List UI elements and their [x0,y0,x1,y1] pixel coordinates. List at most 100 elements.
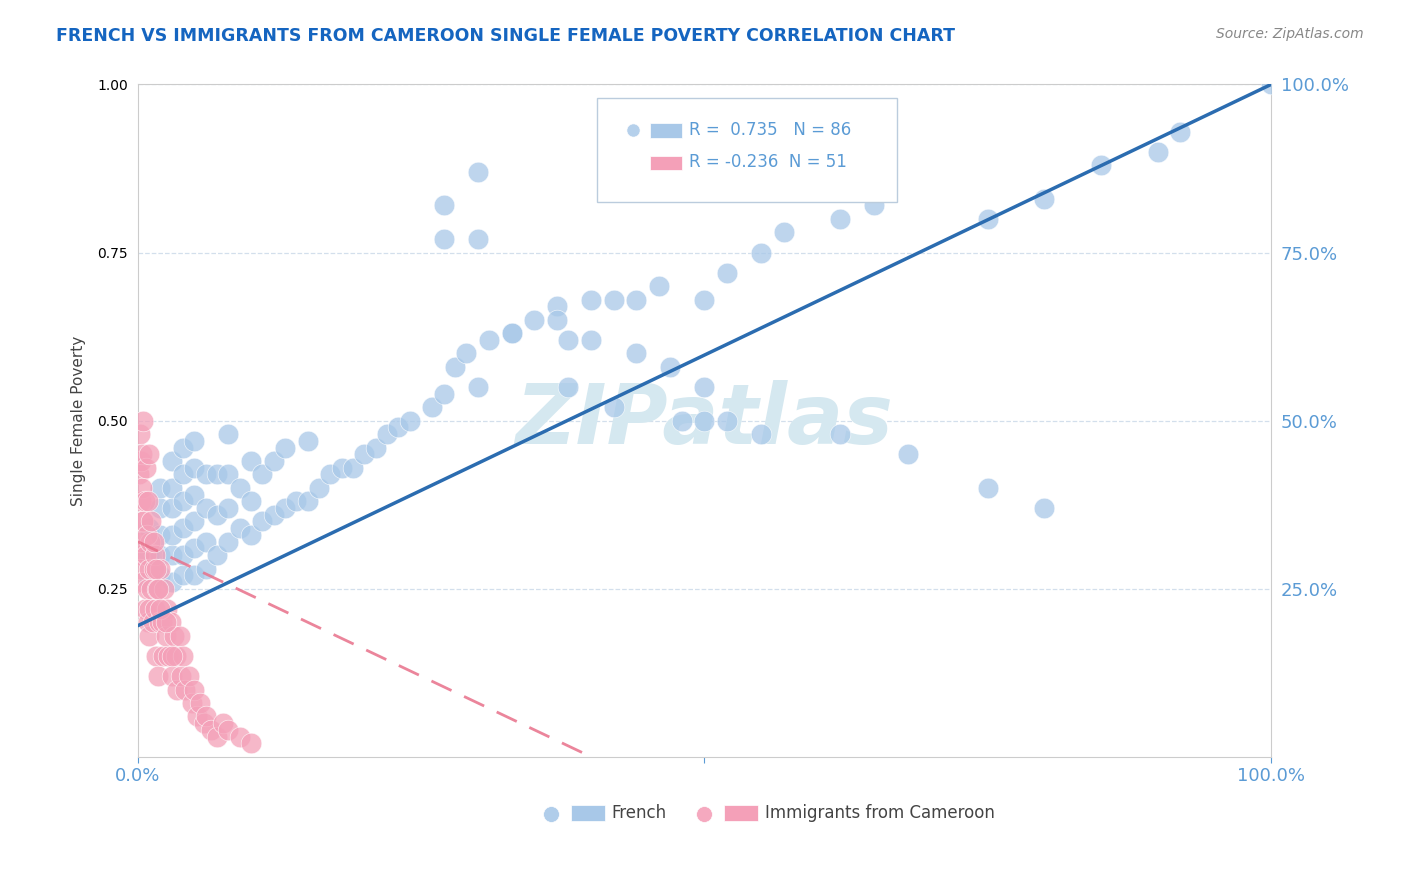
Point [1260,78,1282,92]
Point [186,709,208,723]
Point [135,528,157,542]
Point [142,534,165,549]
Point [156,602,179,616]
Point [160,501,183,516]
Point [160,574,183,589]
Point [501,326,523,341]
Point [183,515,205,529]
Point [297,494,319,508]
Point [160,481,183,495]
Point [621,123,644,137]
Point [863,198,886,212]
Point [188,696,211,710]
Y-axis label: Single Female Poverty: Single Female Poverty [72,335,86,506]
Point [546,299,568,313]
Point [142,615,165,630]
Point [181,696,204,710]
Point [218,467,240,482]
Point [285,494,308,508]
Point [194,709,217,723]
Point [138,629,160,643]
Point [183,568,205,582]
Point [433,198,456,212]
Point [648,279,671,293]
Text: R = -0.236  N = 51: R = -0.236 N = 51 [689,153,846,171]
Text: ZIPatlas: ZIPatlas [516,380,893,461]
Point [830,427,852,442]
Point [129,534,152,549]
Point [160,528,183,542]
Point [129,454,152,468]
Point [194,501,217,516]
Point [131,447,153,461]
Point [135,582,157,596]
Point [433,232,456,246]
Point [456,346,478,360]
Point [160,648,183,663]
Point [172,548,194,562]
Point [772,225,794,239]
Point [716,414,738,428]
Point [297,434,319,448]
Point [159,615,181,630]
Point [897,447,920,461]
Point [467,165,489,179]
Point [353,447,375,461]
Text: R =  0.735   N = 86: R = 0.735 N = 86 [689,121,851,139]
Point [134,602,156,616]
Point [229,481,252,495]
Point [193,716,215,731]
Point [138,574,160,589]
Point [172,441,194,455]
Text: Source: ZipAtlas.com: Source: ZipAtlas.com [1216,27,1364,41]
Point [218,501,240,516]
Point [319,467,342,482]
Point [150,615,173,630]
Text: French: French [612,805,666,822]
FancyBboxPatch shape [596,98,897,202]
Point [145,648,167,663]
Point [160,548,183,562]
Point [693,293,716,307]
Point [138,602,160,616]
Point [1033,192,1056,206]
Point [579,293,602,307]
Point [177,669,200,683]
Point [659,359,682,374]
Point [153,582,176,596]
Point [138,521,160,535]
Point [603,293,626,307]
Point [172,648,194,663]
Point [149,548,172,562]
Point [129,494,152,508]
Point [170,669,193,683]
Point [139,534,162,549]
Point [218,534,240,549]
Point [467,232,489,246]
Text: FRENCH VS IMMIGRANTS FROM CAMEROON SINGLE FEMALE POVERTY CORRELATION CHART: FRENCH VS IMMIGRANTS FROM CAMEROON SINGL… [56,27,955,45]
Point [229,521,252,535]
Point [138,561,160,575]
Point [129,427,152,442]
FancyBboxPatch shape [650,156,682,169]
Point [364,441,387,455]
Point [157,648,180,663]
Point [194,534,217,549]
Point [252,467,274,482]
Point [693,414,716,428]
Point [200,723,222,737]
Point [557,333,579,347]
Point [174,682,197,697]
Point [149,568,172,582]
Point [148,669,170,683]
Point [240,454,263,468]
Point [134,494,156,508]
Point [540,806,562,821]
Point [693,806,716,821]
Point [205,548,228,562]
Point [579,333,602,347]
Point [433,386,456,401]
Point [172,521,194,535]
Point [205,467,228,482]
Point [149,528,172,542]
